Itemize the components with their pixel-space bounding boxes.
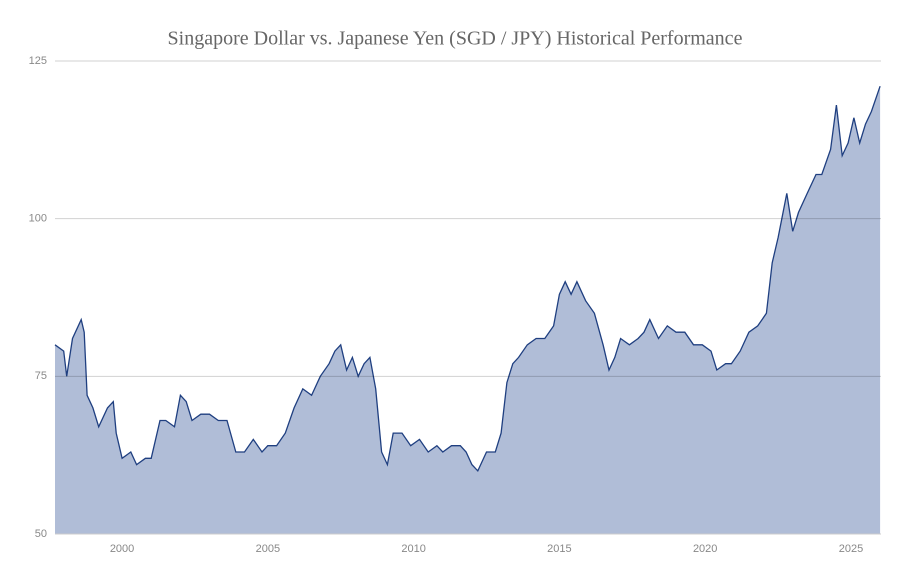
x-tick-label: 2025 xyxy=(839,543,863,555)
y-tick-label: 50 xyxy=(35,528,47,540)
x-tick-label: 2000 xyxy=(110,543,134,555)
y-tick-label: 75 xyxy=(35,370,47,382)
area-fill xyxy=(55,86,881,534)
x-tick-label: 2005 xyxy=(256,543,280,555)
x-tick-label: 2015 xyxy=(547,543,571,555)
y-tick-label: 100 xyxy=(29,213,47,225)
y-tick-label: 125 xyxy=(29,55,47,67)
x-tick-label: 2010 xyxy=(401,543,425,555)
x-tick-label: 2020 xyxy=(693,543,717,555)
line xyxy=(54,85,881,473)
chart-title: Singapore Dollar vs. Japanese Yen (SGD /… xyxy=(168,28,743,50)
